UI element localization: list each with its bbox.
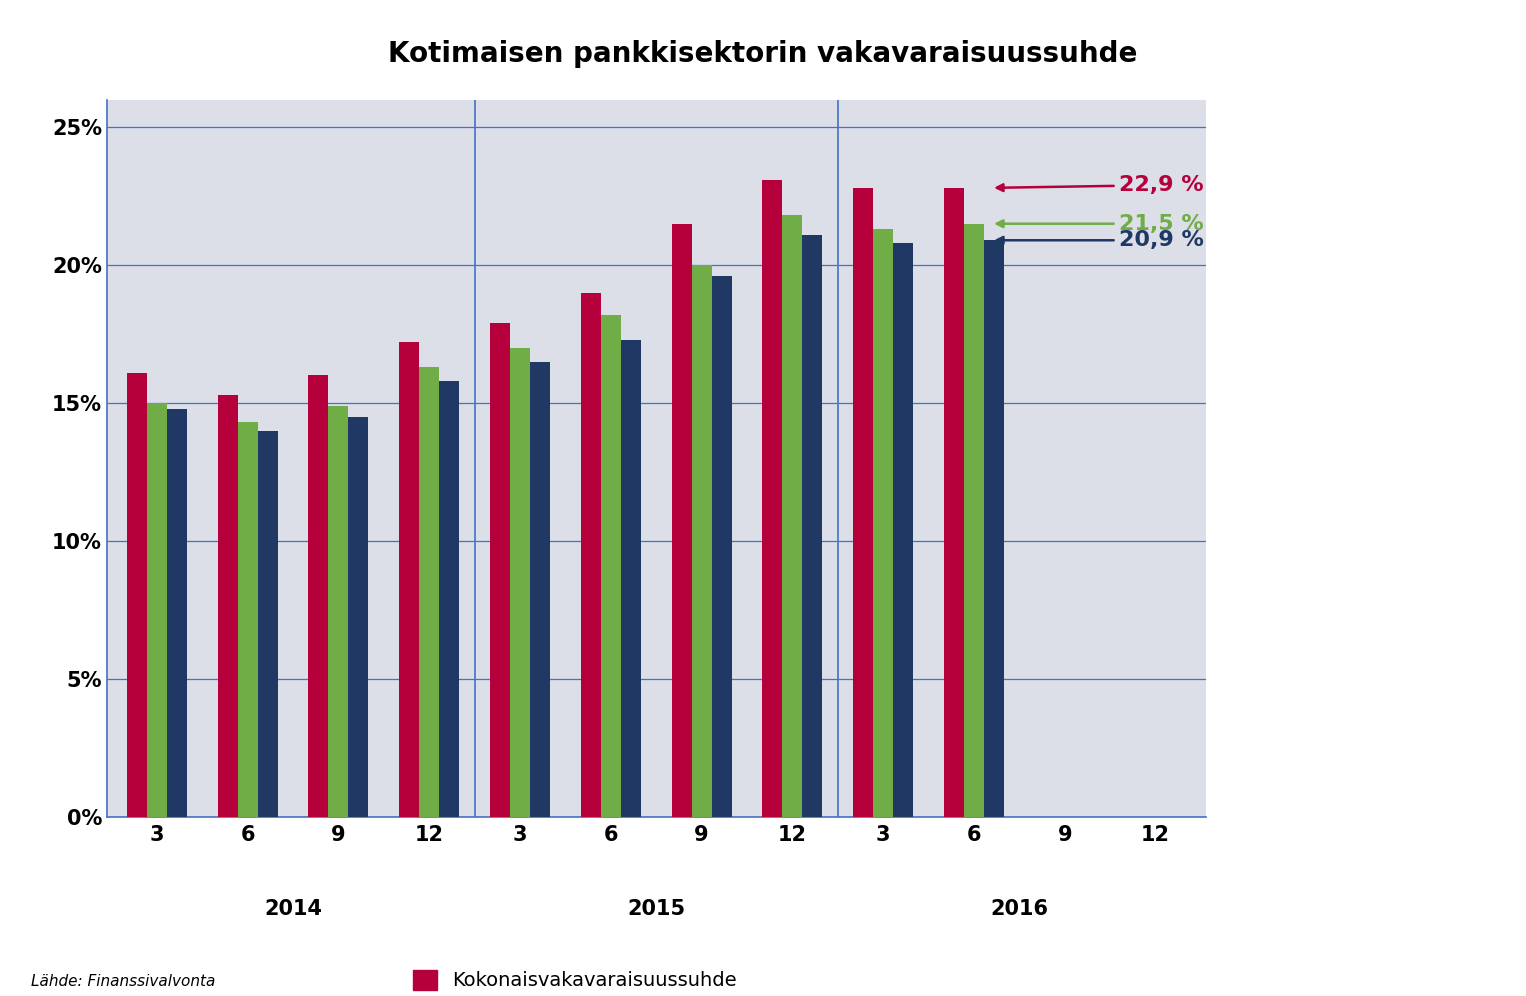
Bar [984, 240, 1004, 817]
Bar [328, 405, 348, 817]
Bar [420, 368, 439, 817]
Bar [803, 235, 823, 817]
Bar [893, 243, 913, 817]
Text: 2016: 2016 [990, 899, 1048, 919]
Bar [581, 293, 601, 817]
Bar [964, 224, 984, 817]
Bar [671, 224, 691, 817]
Bar [530, 362, 549, 817]
Text: 20,9 %: 20,9 % [996, 230, 1204, 250]
Text: Kotimaisen pankkisektorin vakavaraisuussuhde: Kotimaisen pankkisektorin vakavaraisuuss… [388, 40, 1138, 68]
Bar [853, 188, 873, 817]
Bar [258, 430, 278, 817]
Bar [945, 188, 964, 817]
Bar [691, 265, 711, 817]
Bar [490, 323, 510, 817]
Bar [711, 276, 731, 817]
Text: 22,9 %: 22,9 % [996, 175, 1204, 195]
Bar [763, 179, 783, 817]
Legend: Kokonaisvakavaraisuussuhde, Tier 1 -vakavaraisuussuhde, Ydinvakavaraisuussuhde: Kokonaisvakavaraisuussuhde, Tier 1 -vaka… [414, 970, 737, 996]
Bar [873, 229, 893, 817]
Text: 2015: 2015 [627, 899, 685, 919]
Bar [439, 380, 459, 817]
Bar [348, 416, 368, 817]
Bar [166, 408, 186, 817]
Bar [218, 394, 238, 817]
Bar [400, 343, 420, 817]
Bar [127, 373, 146, 817]
Bar [510, 348, 530, 817]
Bar [308, 375, 328, 817]
Bar [783, 215, 803, 817]
Text: 2014: 2014 [264, 899, 322, 919]
Text: Lähde: Finanssivalvonta: Lähde: Finanssivalvonta [31, 974, 215, 989]
Bar [238, 422, 258, 817]
Text: 21,5 %: 21,5 % [996, 214, 1204, 234]
Bar [621, 340, 641, 817]
Bar [601, 315, 621, 817]
Bar [146, 403, 166, 817]
